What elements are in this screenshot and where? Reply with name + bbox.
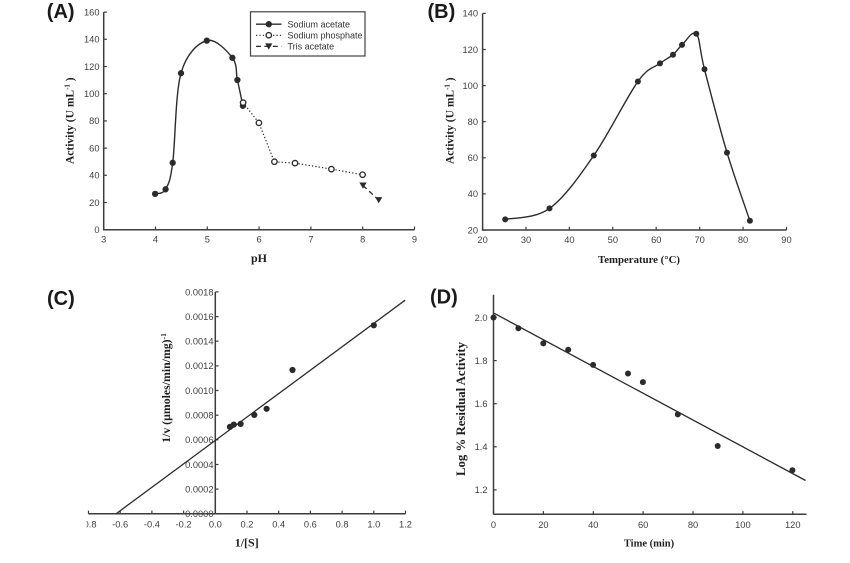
svg-text:0.0010: 0.0010 [185,386,213,396]
svg-text:6: 6 [257,235,262,245]
svg-text:20: 20 [468,225,478,235]
svg-text:120: 120 [785,520,801,530]
svg-text:(D): (D) [430,287,458,309]
svg-text:80: 80 [89,116,99,126]
svg-text:160: 160 [84,7,100,17]
svg-text:Time (min): Time (min) [624,539,675,550]
svg-text:20: 20 [477,235,487,245]
svg-text:0.0: 0.0 [209,520,222,530]
svg-text:Temperature (°C): Temperature (°C) [598,254,680,266]
svg-text:140: 140 [84,35,100,45]
svg-text:60: 60 [638,520,648,530]
svg-text:0.8: 0.8 [336,520,349,530]
svg-text:Sodium acetate: Sodium acetate [288,19,351,29]
svg-text:140: 140 [462,9,478,19]
svg-text:0.0000: 0.0000 [185,509,213,519]
svg-text:100: 100 [735,520,751,530]
svg-text:1.4: 1.4 [475,442,488,452]
svg-text:0.4: 0.4 [272,520,285,530]
svg-text:Tris acetate: Tris acetate [288,42,335,52]
svg-text:1/[S]: 1/[S] [235,536,259,550]
svg-text:1.2: 1.2 [399,520,412,530]
svg-text:-0.2: -0.2 [176,520,192,530]
svg-text:0.2: 0.2 [241,520,254,530]
svg-text:1.6: 1.6 [475,399,488,409]
svg-text:1.8: 1.8 [475,356,488,366]
svg-text:0.0004: 0.0004 [185,460,213,470]
svg-text:1/v (µmoles/min/mg)-1: 1/v (µmoles/min/mg)-1 [159,333,173,443]
svg-text:-0.8: -0.8 [80,520,96,530]
svg-text:3: 3 [101,235,106,245]
svg-text:0.0014: 0.0014 [185,337,213,347]
svg-text:30: 30 [521,235,531,245]
svg-text:60: 60 [89,143,99,153]
svg-text:-0.4: -0.4 [144,520,160,530]
svg-text:0: 0 [491,520,496,530]
svg-text:20: 20 [538,520,548,530]
svg-text:(B): (B) [428,1,456,23]
svg-text:5: 5 [205,235,210,245]
svg-text:0.0006: 0.0006 [185,435,213,445]
svg-text:0.0008: 0.0008 [185,411,213,421]
svg-text:1.0: 1.0 [367,520,380,530]
svg-text:0.0002: 0.0002 [185,484,213,494]
svg-text:100: 100 [462,81,478,91]
svg-text:Sodium phosphate: Sodium phosphate [288,31,363,41]
svg-text:90: 90 [781,235,791,245]
svg-text:Activity (U mL-1 ): Activity (U mL-1 ) [64,77,77,164]
svg-text:60: 60 [651,235,661,245]
svg-text:120: 120 [462,45,478,55]
svg-text:0.0012: 0.0012 [185,361,213,371]
svg-text:120: 120 [84,62,100,72]
svg-text:1.2: 1.2 [475,485,488,495]
svg-text:pH: pH [251,251,268,265]
svg-text:9: 9 [412,235,417,245]
svg-text:40: 40 [89,171,99,181]
svg-text:40: 40 [564,235,574,245]
svg-text:7: 7 [308,235,313,245]
svg-text:Log % Residual Activity: Log % Residual Activity [454,341,468,476]
svg-text:4: 4 [153,235,158,245]
svg-text:0: 0 [94,225,99,235]
svg-text:0.0018: 0.0018 [185,287,213,297]
svg-text:Activity (U mL-1 ): Activity (U mL-1 ) [444,77,457,164]
svg-text:60: 60 [468,153,478,163]
svg-text:100: 100 [84,89,100,99]
svg-text:(A): (A) [47,1,75,23]
svg-text:2.0: 2.0 [475,313,488,323]
svg-text:(C): (C) [47,288,75,310]
svg-text:80: 80 [468,117,478,127]
svg-text:-0.6: -0.6 [112,520,128,530]
svg-text:80: 80 [738,235,748,245]
svg-text:8: 8 [360,235,365,245]
svg-text:50: 50 [608,235,618,245]
svg-text:0.6: 0.6 [304,520,317,530]
svg-text:40: 40 [588,520,598,530]
svg-text:20: 20 [89,198,99,208]
svg-text:40: 40 [468,189,478,199]
svg-text:0.0016: 0.0016 [185,312,213,322]
svg-text:70: 70 [694,235,704,245]
svg-text:80: 80 [688,520,698,530]
